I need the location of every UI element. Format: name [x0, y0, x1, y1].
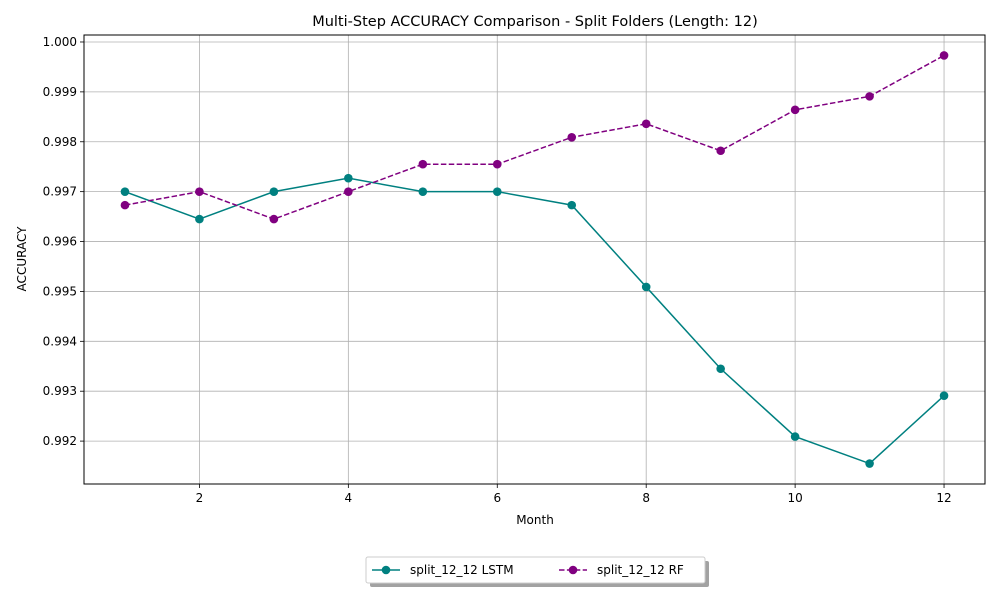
data-point — [344, 173, 353, 183]
data-point — [269, 214, 279, 224]
series-lstm — [120, 173, 949, 468]
data-point — [120, 187, 130, 196]
data-point — [195, 187, 204, 196]
y-tick-label: 0.994 — [43, 334, 77, 348]
plot-frame — [83, 34, 986, 485]
legend-box — [365, 556, 706, 584]
y-tick-label: 0.997 — [43, 185, 77, 199]
y-tick-label: 0.996 — [43, 235, 77, 249]
series-layer — [120, 51, 949, 468]
data-point — [716, 364, 725, 374]
series-line — [124, 177, 945, 465]
data-point — [344, 187, 353, 196]
data-point — [865, 92, 874, 101]
x-axis-label: Month — [516, 513, 554, 527]
x-tick-label: 4 — [345, 491, 353, 505]
x-tick-label: 8 — [642, 491, 650, 505]
grid — [84, 35, 985, 484]
legend-marker — [381, 565, 391, 575]
data-point — [716, 146, 725, 156]
x-tick-label: 6 — [493, 491, 501, 505]
data-point — [120, 200, 130, 210]
data-point — [567, 200, 577, 210]
data-point — [865, 459, 874, 468]
legend-label: split_12_12 LSTM — [410, 563, 514, 577]
y-tick-label: 0.992 — [43, 434, 77, 448]
chart-title: Multi-Step ACCURACY Comparison - Split F… — [312, 14, 758, 30]
series-line — [124, 54, 945, 220]
axis-ticks: 2 4 6 8 10 12 0.992 0.993 0.994 0.995 0.996 0.997 0.… — [43, 35, 952, 505]
legend-label: split_12_12 RF — [597, 563, 684, 577]
data-point — [567, 132, 577, 142]
data-point — [641, 282, 651, 292]
data-point — [641, 119, 651, 129]
x-tick-label: 10 — [787, 491, 802, 505]
y-tick-label: 0.999 — [43, 85, 77, 99]
x-tick-label: 2 — [196, 491, 204, 505]
data-point — [492, 159, 502, 169]
y-tick-label: 1.000 — [43, 35, 77, 49]
y-axis-label: ACCURACY — [15, 226, 29, 292]
y-tick-label: 0.993 — [43, 384, 77, 398]
data-point — [418, 187, 428, 196]
legend: split_12_12 LSTM split_12_12 RF — [365, 556, 709, 587]
data-point — [269, 187, 279, 196]
y-tick-label: 0.998 — [43, 135, 77, 149]
data-point — [195, 214, 204, 224]
series-rf — [120, 51, 949, 224]
data-point — [939, 391, 949, 400]
x-tick-label: 12 — [936, 491, 951, 505]
data-point — [418, 159, 428, 169]
data-point — [492, 187, 502, 196]
data-point — [939, 51, 949, 60]
data-point — [790, 105, 800, 115]
y-tick-label: 0.995 — [43, 284, 77, 298]
data-point — [790, 432, 800, 441]
legend-marker — [568, 565, 578, 575]
